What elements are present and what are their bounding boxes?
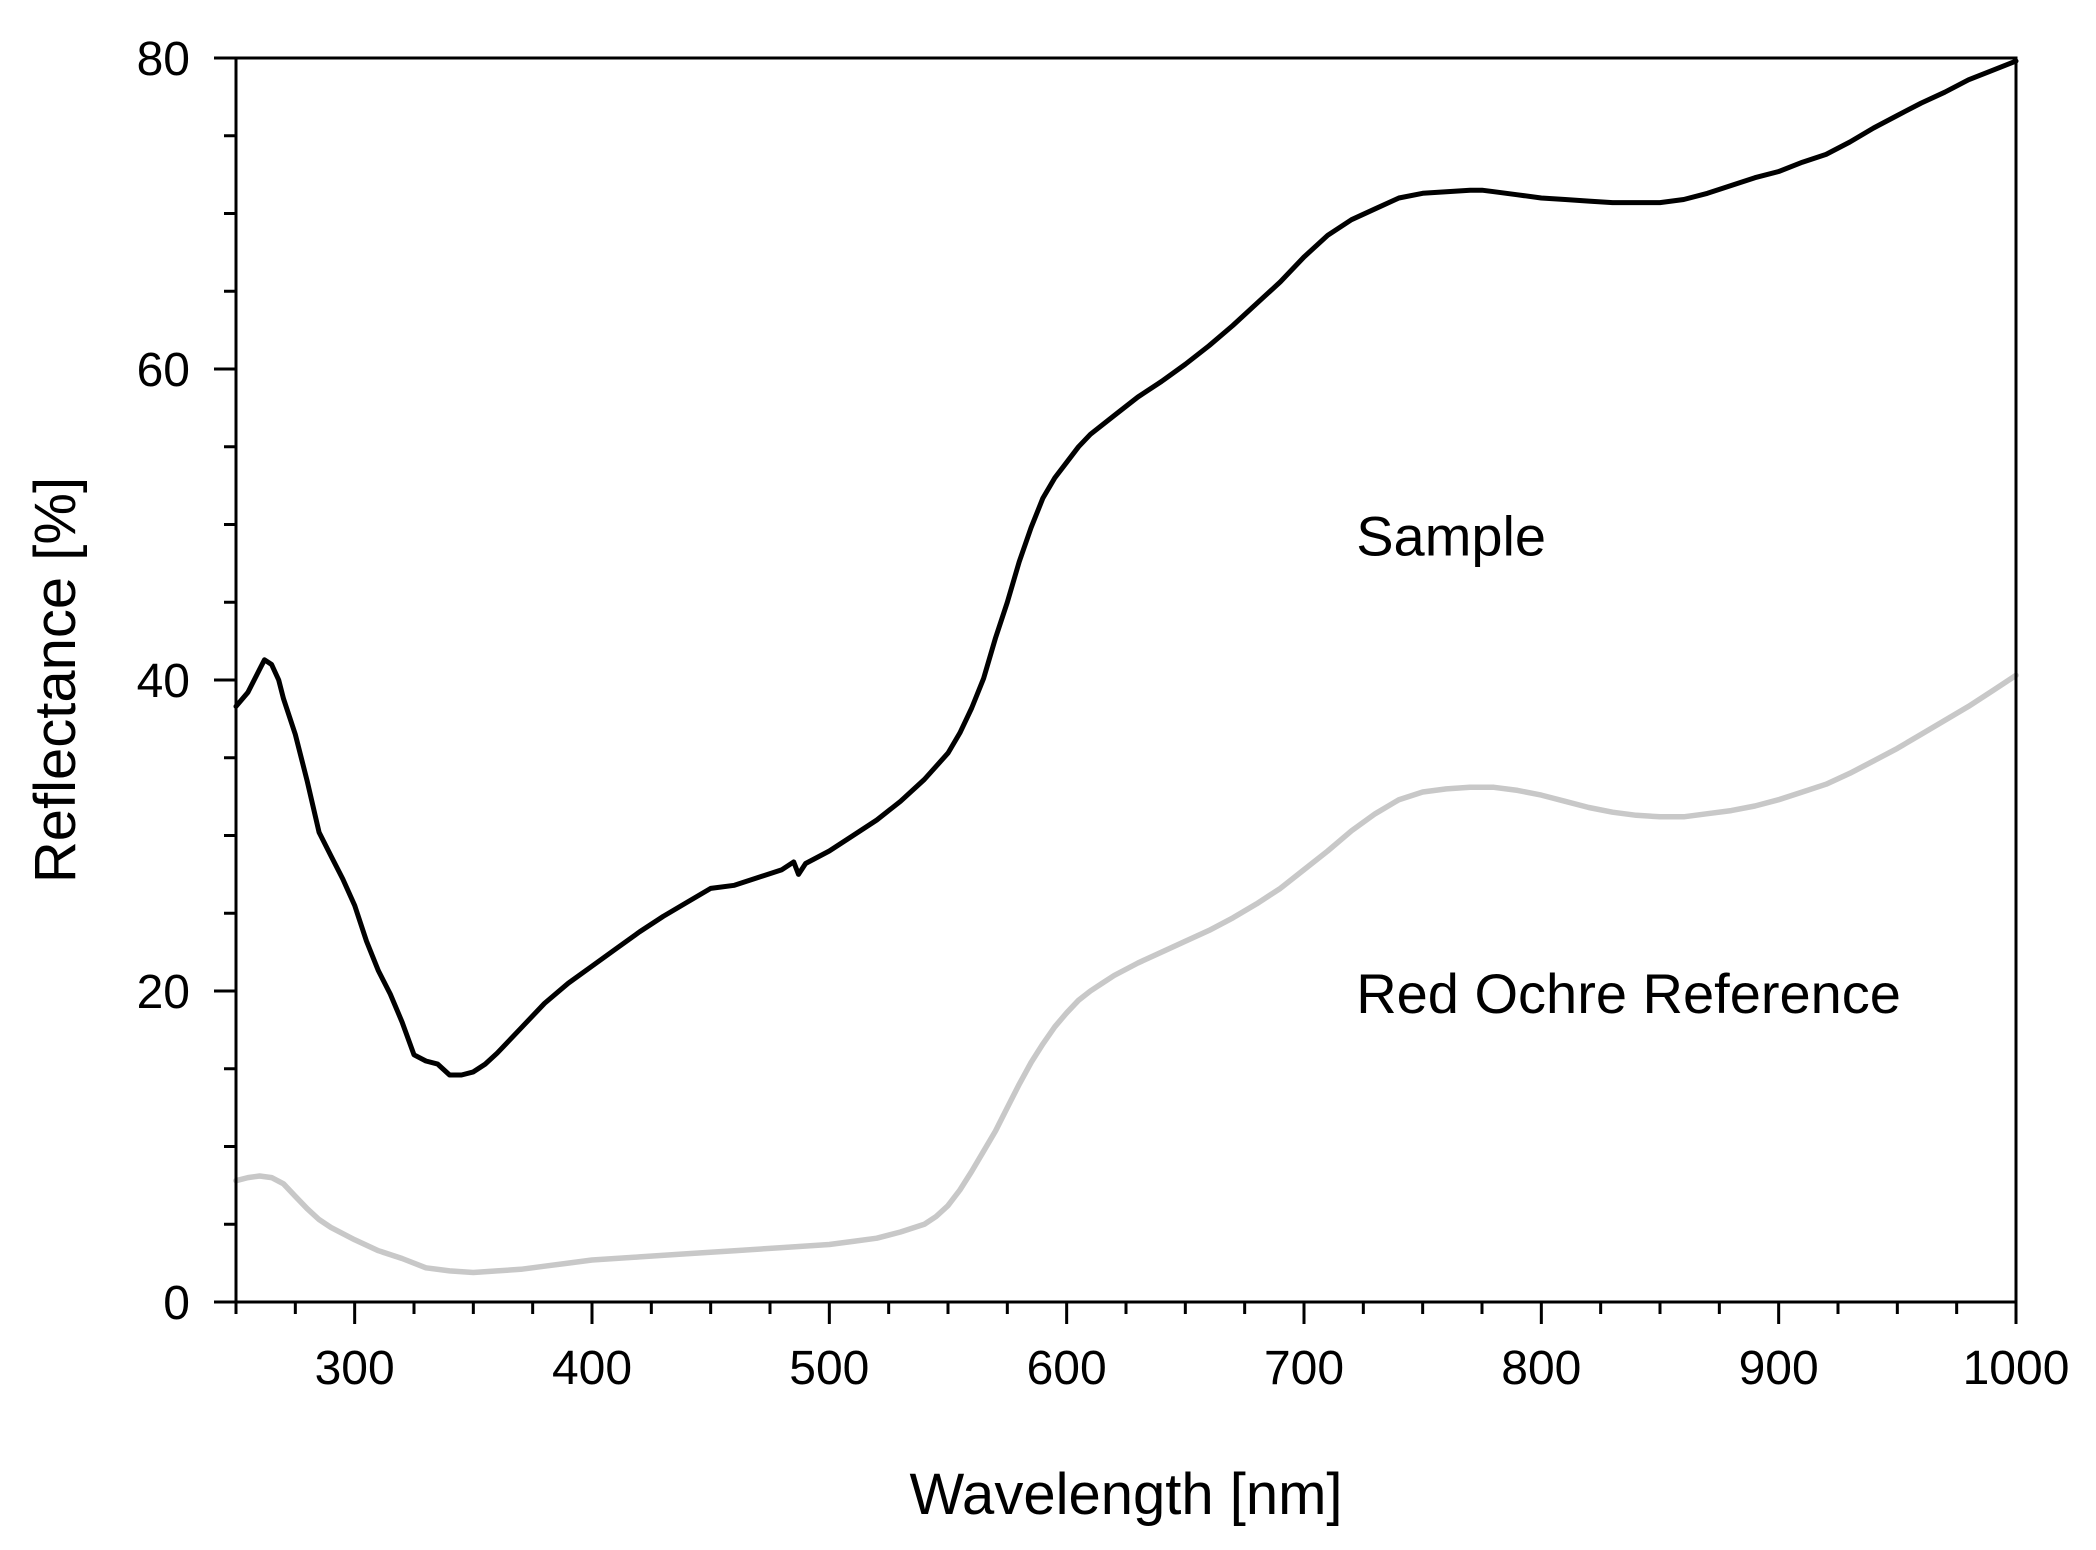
x-tick-label: 300 (315, 1342, 395, 1395)
series-annotation-sample: Sample (1356, 505, 1546, 568)
series-annotation-red-ochre-reference: Red Ochre Reference (1356, 962, 1901, 1025)
y-tick-label: 0 (163, 1277, 190, 1330)
y-tick-label: 80 (137, 33, 190, 86)
axes-layer (214, 56, 2018, 1324)
x-axis-title: Wavelength [nm] (909, 1462, 1342, 1527)
x-tick-label: 700 (1264, 1342, 1344, 1395)
x-tick-label: 1000 (1963, 1342, 2070, 1395)
labels-layer: 300 400 500 600 700 800 900 1000 0 20 40 60 80 Wavele… (23, 33, 2069, 1527)
series-layer (233, 58, 2019, 1276)
y-axis-title: Reflectance [%] (23, 477, 88, 883)
x-tick-label: 400 (552, 1342, 632, 1395)
series-line-sample (233, 58, 2019, 1078)
y-tick-label: 60 (137, 344, 190, 397)
x-tick-label: 500 (789, 1342, 869, 1395)
y-tick-label: 20 (137, 966, 190, 1019)
y-tick-label: 40 (137, 655, 190, 708)
x-tick-label: 900 (1739, 1342, 1819, 1395)
series-line-red-ochre-reference (233, 672, 2019, 1276)
x-tick-label: 600 (1027, 1342, 1107, 1395)
x-tick-label: 800 (1501, 1342, 1581, 1395)
